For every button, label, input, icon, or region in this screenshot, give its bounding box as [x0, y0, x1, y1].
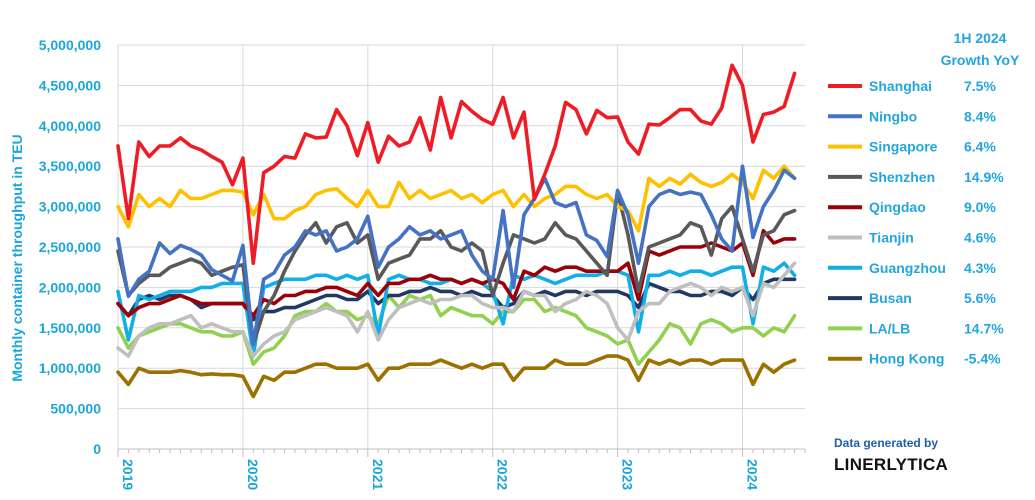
- y-axis: 0 500,000 1,000,000 1,500,000 2,000,000 2,500…: [39, 37, 102, 457]
- legend-label-shenzhen: Shenzhen: [869, 169, 935, 185]
- y-tick-label: 5,000,000: [39, 37, 101, 53]
- legend-title-line2: Growth YoY: [941, 52, 1020, 68]
- credit-brand: LINERLYTICA: [834, 455, 949, 474]
- series-line-qingdao: [116, 229, 797, 318]
- legend-growth-shenzhen: 14.9%: [964, 169, 1004, 185]
- y-tick-label: 3,500,000: [39, 158, 101, 174]
- legend-growth-hong-kong: -5.4%: [964, 351, 1001, 367]
- series-line-la-lb: [116, 293, 797, 367]
- series-line-shenzhen: [116, 190, 797, 346]
- x-tick-label: 2023: [620, 459, 636, 490]
- series-line-hong-kong: [116, 354, 797, 399]
- series-line-tianjin: [116, 261, 797, 358]
- x-tick-label: 2021: [370, 459, 386, 490]
- legend-growth-guangzhou: 4.3%: [964, 260, 996, 276]
- y-tick-label: 500,000: [50, 401, 101, 417]
- legend-growth-qingdao: 9.0%: [964, 199, 996, 215]
- y-tick-label: 1,000,000: [39, 360, 101, 376]
- y-tick-label: 0: [93, 441, 101, 457]
- legend-growth-busan: 5.6%: [964, 290, 996, 306]
- credit-caption: Data generated by: [834, 436, 939, 450]
- series-lines: [116, 63, 797, 399]
- legend-growth-ningbo: 8.4%: [964, 108, 996, 124]
- legend-label-tianjin: Tianjin: [869, 230, 914, 246]
- series-line-singapore: [116, 164, 797, 233]
- legend-growth-singapore: 6.4%: [964, 139, 996, 155]
- x-tick-label: 2024: [745, 459, 761, 490]
- y-axis-label: Monthly container throughput in TEU: [9, 134, 25, 381]
- legend-label-singapore: Singapore: [869, 139, 938, 155]
- x-tick-label: 2019: [120, 459, 136, 490]
- y-tick-label: 2,500,000: [39, 239, 101, 255]
- legend-label-busan: Busan: [869, 290, 912, 306]
- legend-growth-tianjin: 4.6%: [964, 230, 996, 246]
- legend-label-ningbo: Ningbo: [869, 108, 917, 124]
- legend-label-guangzhou: Guangzhou: [869, 260, 946, 276]
- y-tick-label: 3,000,000: [39, 199, 101, 215]
- legend-label-la-lb: LA/LB: [869, 320, 910, 336]
- y-tick-label: 4,000,000: [39, 118, 101, 134]
- y-tick-label: 2,000,000: [39, 279, 101, 295]
- legend-title-line1: 1H 2024: [954, 30, 1007, 46]
- y-tick-label: 4,500,000: [39, 77, 101, 93]
- legend-label-hong-kong: Hong Kong: [869, 351, 944, 367]
- x-axis: 2019 2020 2021 2022 2023 2024: [117, 448, 806, 490]
- legend-growth-shanghai: 7.5%: [964, 78, 996, 94]
- y-tick-label: 1,500,000: [39, 320, 101, 336]
- x-tick-label: 2022: [495, 459, 511, 490]
- series-line-shanghai: [116, 63, 797, 266]
- legend-label-qingdao: Qingdao: [869, 199, 926, 215]
- series-line-ningbo: [116, 164, 797, 346]
- legend-growth-la-lb: 14.7%: [964, 320, 1004, 336]
- legend: 1H 2024 Growth YoY Shanghai 7.5% Ningbo 8.4…: [828, 30, 1020, 367]
- x-tick-label: 2020: [245, 459, 261, 490]
- legend-label-shanghai: Shanghai: [869, 78, 932, 94]
